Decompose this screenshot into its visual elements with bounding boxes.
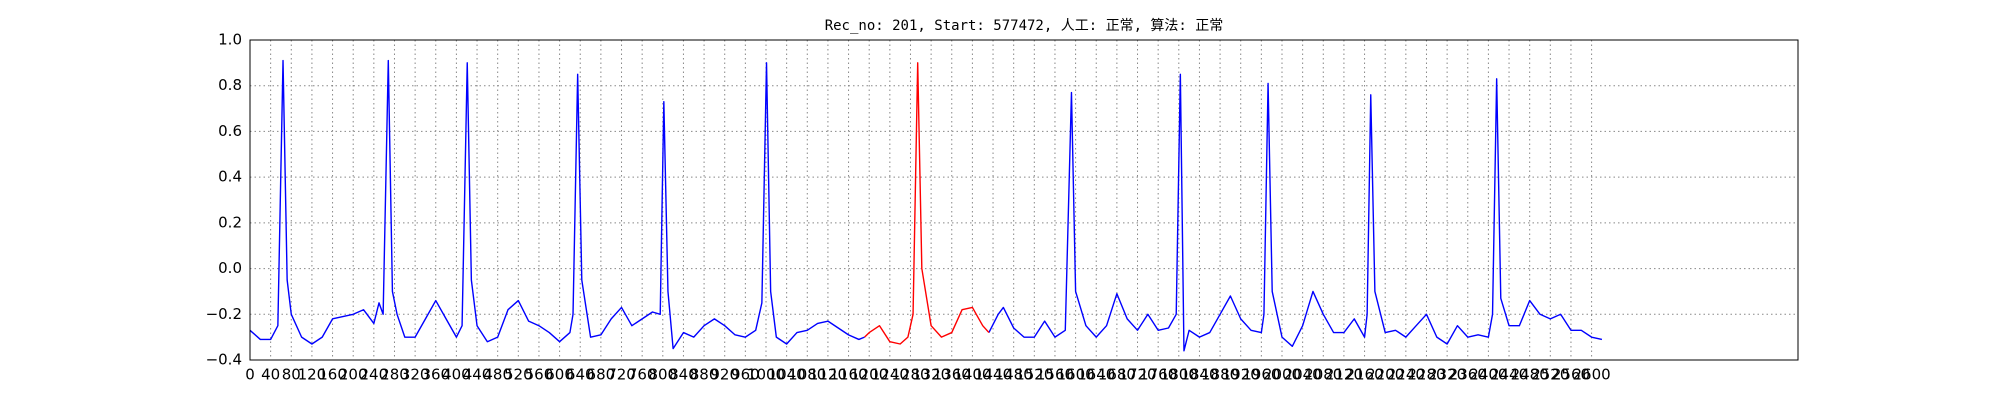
x-tick-label: 720 [607, 366, 636, 384]
x-tick-label: 1760 [1139, 366, 1177, 384]
x-tick-label: 800 [648, 366, 677, 384]
x-tick-label: 960 [731, 366, 760, 384]
plot-frame [249, 39, 1799, 361]
x-tick-label: 2200 [1366, 366, 1404, 384]
x-tick-label: 560 [525, 366, 554, 384]
x-tick-label: 1120 [809, 366, 847, 384]
x-tick-label: 1880 [1201, 366, 1239, 384]
y-tick-label: 0.2 [218, 213, 242, 231]
x-tick-label: 480 [483, 366, 512, 384]
x-tick-label: 1680 [1098, 366, 1136, 384]
x-tick-label: 760 [628, 366, 657, 384]
x-tick-label: 0 [245, 366, 255, 384]
x-tick-label: 2120 [1325, 366, 1363, 384]
x-tick-label: 2520 [1531, 366, 1569, 384]
line-series [249, 59, 1603, 352]
x-tick-label: 240 [360, 366, 389, 384]
x-tick-label: 320 [401, 366, 430, 384]
x-tick-label: 1280 [891, 366, 929, 384]
x-tick-label: 2560 [1552, 366, 1590, 384]
x-tick-label: 1960 [1242, 366, 1280, 384]
x-tick-label: 2000 [1263, 366, 1301, 384]
x-tick-label: 880 [690, 366, 719, 384]
x-tick-label: 2040 [1284, 366, 1322, 384]
x-tick-label: 2160 [1345, 366, 1383, 384]
x-tick-label: 1040 [768, 366, 806, 384]
x-tick-label: 600 [545, 366, 574, 384]
x-tick-label: 1200 [850, 366, 888, 384]
x-tick-label: 680 [587, 366, 616, 384]
x-tick-label: 1840 [1180, 366, 1218, 384]
x-tick-label: 1640 [1077, 366, 1115, 384]
x-tick-label: 520 [504, 366, 533, 384]
x-tick-label: 1440 [974, 366, 1012, 384]
y-tick-label: 0.4 [218, 168, 242, 186]
y-tick-label: 0.8 [218, 76, 242, 94]
x-tick-label: 40 [261, 366, 280, 384]
x-tick-label: 400 [442, 366, 471, 384]
x-tick-label: 1600 [1057, 366, 1095, 384]
x-tick-label: 1560 [1036, 366, 1074, 384]
x-tick-label: 2480 [1511, 366, 1549, 384]
x-tick-label: 2600 [1573, 366, 1611, 384]
x-tick-label: 1720 [1118, 366, 1156, 384]
x-tick-label: 1520 [1015, 366, 1053, 384]
x-tick-label: 2080 [1304, 366, 1342, 384]
x-tick-label: 1080 [788, 366, 826, 384]
y-tick-label: −0.4 [206, 351, 242, 369]
x-tick-label: 640 [566, 366, 595, 384]
y-tick-label: 0.6 [218, 122, 242, 140]
x-tick-label: 160 [318, 366, 347, 384]
x-tick-label: 1800 [1160, 366, 1198, 384]
x-tick-label: 280 [380, 366, 409, 384]
x-tick-label: 1480 [995, 366, 1033, 384]
x-tick-label: 2320 [1428, 366, 1466, 384]
x-tick-label: 1160 [829, 366, 867, 384]
x-tick-label: 1000 [747, 366, 785, 384]
x-tick-label: 1240 [871, 366, 909, 384]
y-tick-label: 1.0 [218, 31, 242, 49]
x-tick-label: 440 [463, 366, 492, 384]
x-tick-label: 920 [710, 366, 739, 384]
x-tick-label: 1360 [933, 366, 971, 384]
y-tick-label: 0.0 [218, 259, 242, 277]
x-tick-label: 2400 [1469, 366, 1507, 384]
chart-title: Rec_no: 201, Start: 577472, 人工: 正常, 算法: … [825, 18, 1224, 34]
x-tick-label: 80 [282, 366, 301, 384]
x-tick-label: 1320 [912, 366, 950, 384]
line-series [864, 62, 990, 345]
x-tick-label: 2360 [1449, 366, 1487, 384]
x-tick-label: 360 [421, 366, 450, 384]
x-tick-label: 2280 [1407, 366, 1445, 384]
x-tick-label: 200 [339, 366, 368, 384]
x-tick-label: 2240 [1387, 366, 1425, 384]
x-tick-label: 120 [298, 366, 327, 384]
x-tick-label: 2440 [1490, 366, 1528, 384]
x-tick-label: 840 [669, 366, 698, 384]
x-tick-label: 1920 [1222, 366, 1260, 384]
x-tick-label: 1400 [953, 366, 991, 384]
y-tick-label: −0.2 [206, 305, 242, 323]
